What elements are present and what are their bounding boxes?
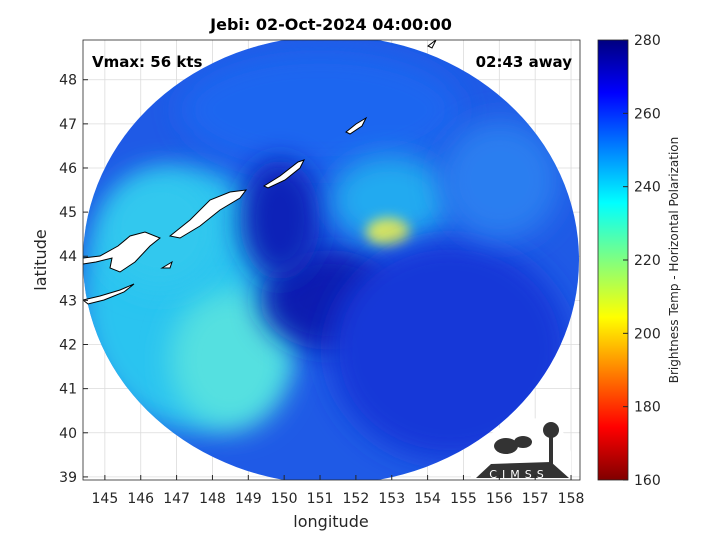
colorbar-tick-label: 260 (634, 106, 661, 122)
x-axis-label: longitude (293, 512, 368, 531)
colorbar-tick-label: 180 (634, 400, 661, 416)
x-tick-label: 146 (127, 491, 154, 507)
x-tick-label: 147 (163, 491, 190, 507)
colorbar-tick-label: 160 (634, 473, 661, 489)
x-tick-label: 153 (378, 491, 405, 507)
x-tick-label: 158 (558, 491, 585, 507)
y-tick-label: 39 (59, 470, 77, 486)
colorbar-tick-label: 220 (634, 253, 661, 269)
colorbar-tick-label: 200 (634, 326, 661, 342)
y-tick-label: 46 (59, 161, 77, 177)
y-axis-label: latitude (31, 229, 50, 290)
y-tick-label: 45 (59, 205, 77, 221)
x-tick-label: 157 (522, 491, 549, 507)
x-tick-label: 152 (343, 491, 370, 507)
x-tick-label: 155 (450, 491, 477, 507)
colorbar-tick-label: 240 (634, 180, 661, 196)
x-tick-label: 148 (199, 491, 226, 507)
colorbar-label: Brightness Temp - Horizontal Polarizatio… (667, 137, 681, 384)
chart-title: Jebi: 02-Oct-2024 04:00:00 (209, 15, 452, 34)
x-tick-label: 156 (486, 491, 513, 507)
x-tick-label: 154 (414, 491, 441, 507)
x-tick-label: 149 (235, 491, 262, 507)
swath: CIMSS (83, 40, 579, 481)
annotation: 02:43 away (476, 53, 573, 71)
y-tick-label: 42 (59, 338, 77, 354)
x-tick-label: 151 (307, 491, 334, 507)
logo-text: CIMSS (489, 468, 548, 481)
y-tick-label: 43 (59, 293, 77, 309)
y-tick-label: 47 (59, 117, 77, 133)
y-tick-label: 48 (59, 73, 77, 89)
logo: CIMSS (471, 418, 571, 481)
axes-frame (82, 39, 581, 481)
colorbar-tick-label: 280 (634, 33, 661, 49)
x-tick-label: 150 (271, 491, 298, 507)
y-tick-label: 44 (59, 249, 77, 265)
y-tick-label: 41 (59, 382, 77, 398)
y-tick-label: 40 (59, 426, 77, 442)
annotation: Vmax: 56 kts (92, 53, 202, 71)
x-tick-label: 145 (92, 491, 119, 507)
